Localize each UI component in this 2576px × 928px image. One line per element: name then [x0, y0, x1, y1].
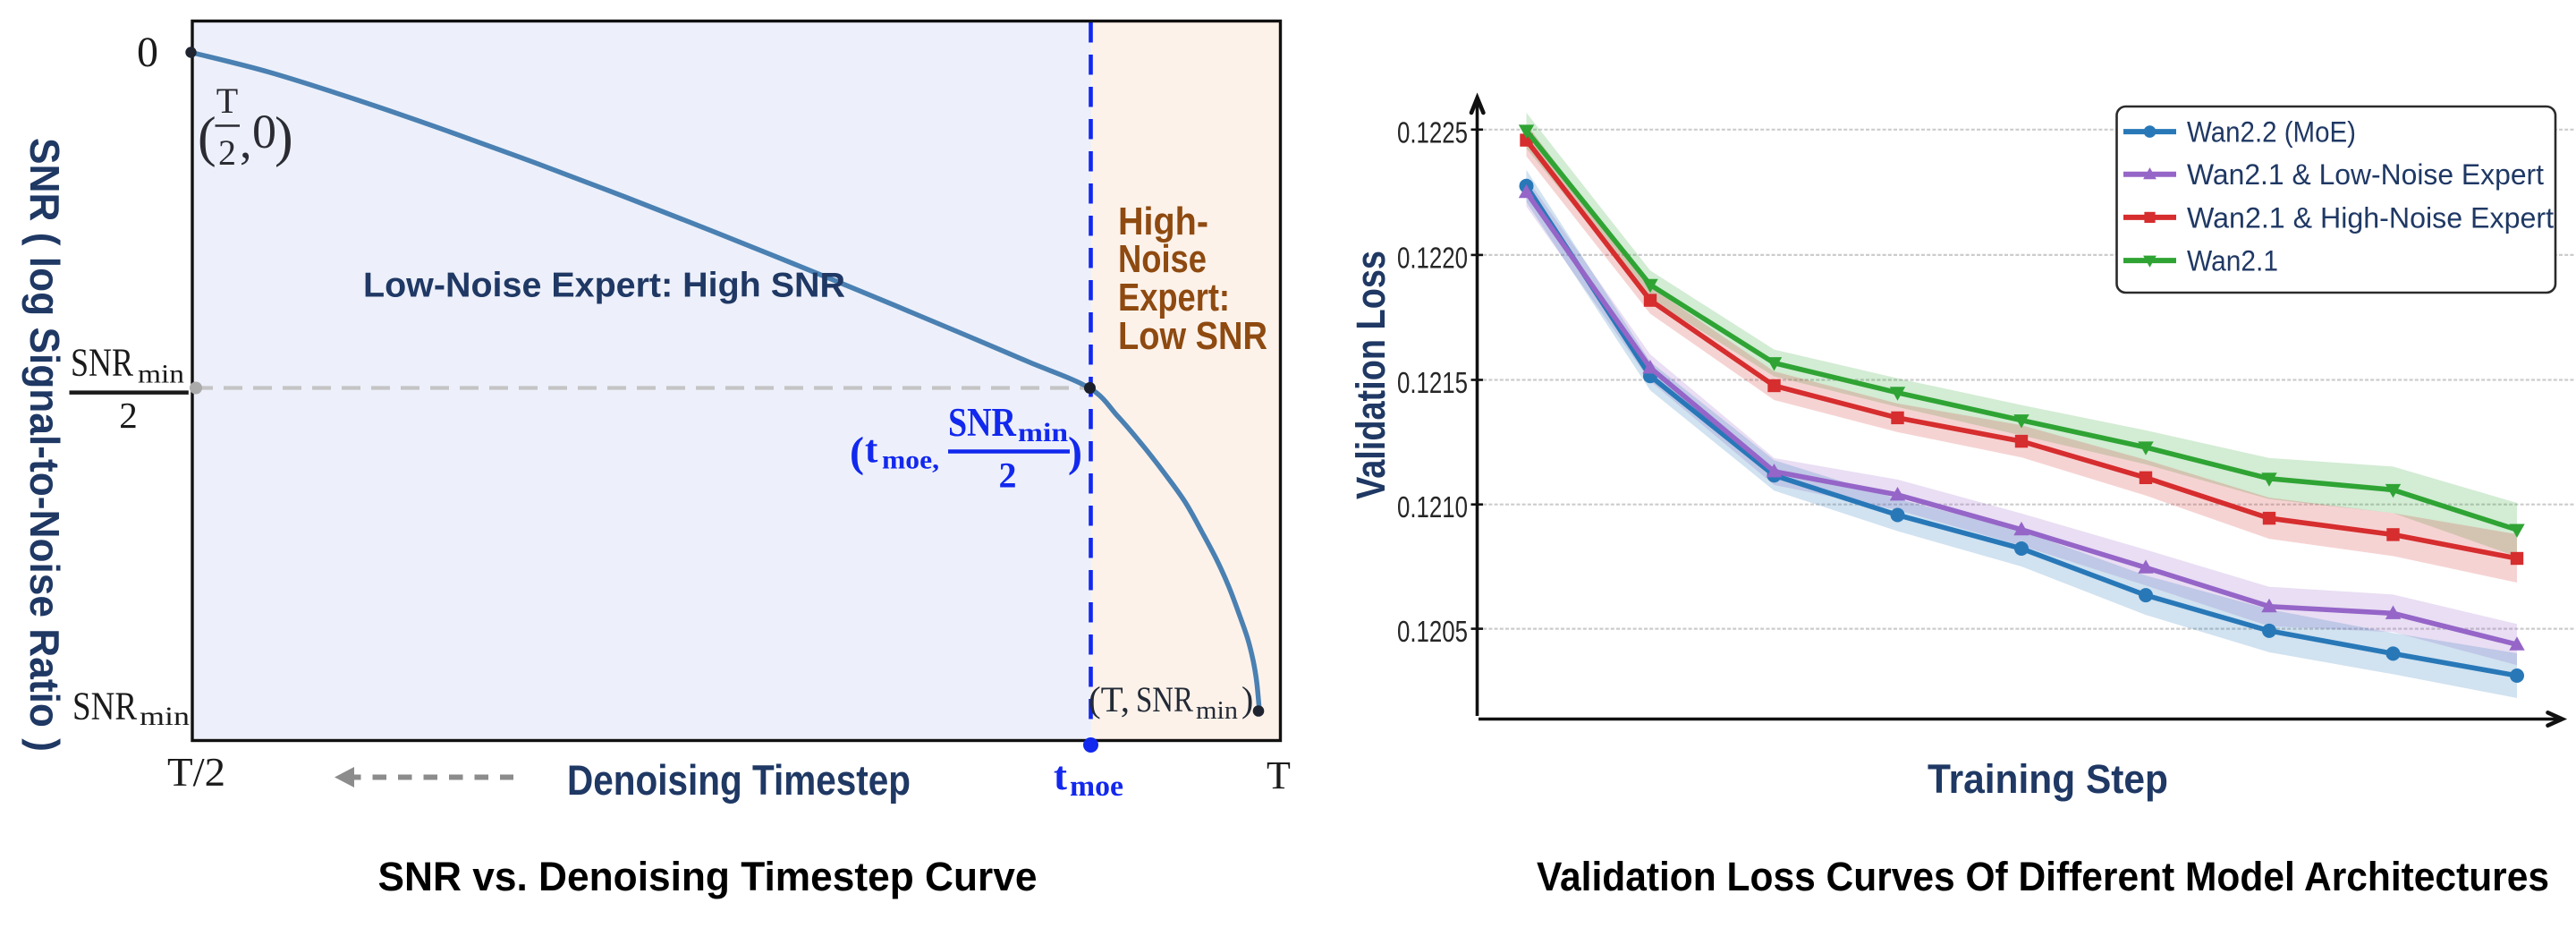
- svg-text:Wan2.2 (MoE): Wan2.2 (MoE): [2187, 116, 2356, 149]
- svg-text:2: 2: [119, 395, 138, 436]
- svg-text:Denoising Timestep: Denoising Timestep: [567, 756, 911, 804]
- svg-text:SNR: SNR: [71, 341, 134, 385]
- svg-text:0.1205: 0.1205: [1397, 615, 1468, 648]
- svg-text:SNR ( log Signal-to-Noise Rati: SNR ( log Signal-to-Noise Ratio ): [21, 138, 68, 752]
- svg-text:0.1215: 0.1215: [1397, 366, 1468, 399]
- svg-text:T: T: [1267, 753, 1291, 797]
- svg-text:min: min: [138, 360, 184, 389]
- svg-text:SNR: SNR: [1136, 679, 1193, 719]
- svg-text:0.1210: 0.1210: [1397, 490, 1468, 524]
- svg-text:min: min: [1196, 697, 1238, 725]
- svg-text:SNR: SNR: [948, 400, 1016, 445]
- svg-text:High-: High-: [1118, 200, 1208, 243]
- svg-text:): ): [275, 107, 293, 168]
- svg-text:min: min: [140, 702, 190, 731]
- svg-text:Low SNR: Low SNR: [1118, 314, 1267, 358]
- svg-text:SNR vs. Denoising Timestep Cur: SNR vs. Denoising Timestep Curve: [378, 854, 1038, 899]
- svg-text:0: 0: [137, 29, 158, 76]
- svg-text:moe,: moe,: [882, 446, 939, 475]
- svg-text:(: (: [850, 429, 864, 476]
- svg-text:min: min: [1018, 418, 1068, 447]
- svg-text:2: 2: [999, 455, 1017, 496]
- svg-text:Expert:: Expert:: [1118, 276, 1230, 319]
- svg-text:Wan2.1: Wan2.1: [2187, 245, 2278, 277]
- svg-text:Wan2.1 & High-Noise Expert: Wan2.1 & High-Noise Expert: [2187, 201, 2554, 234]
- svg-text:Wan2.1 & Low-Noise Expert: Wan2.1 & Low-Noise Expert: [2187, 158, 2544, 191]
- svg-text:moe: moe: [1070, 770, 1123, 803]
- svg-text:Validation Loss: Validation Loss: [1348, 251, 1394, 499]
- svg-text:2: 2: [218, 132, 236, 173]
- svg-text:0.1220: 0.1220: [1397, 241, 1468, 274]
- svg-text:Training Step: Training Step: [1928, 756, 2168, 802]
- svg-text:t: t: [865, 430, 878, 472]
- svg-text:,: ,: [240, 115, 252, 168]
- svg-text:Validation Loss Curves Of Diff: Validation Loss Curves Of Different Mode…: [1537, 854, 2549, 899]
- svg-text:(T,: (T,: [1089, 679, 1130, 719]
- svg-text:Low-Noise Expert: High SNR: Low-Noise Expert: High SNR: [363, 267, 845, 305]
- svg-text:T/2: T/2: [167, 750, 225, 795]
- svg-text:SNR: SNR: [72, 685, 138, 728]
- svg-text:T: T: [216, 81, 238, 121]
- svg-text:0.1225: 0.1225: [1397, 115, 1468, 149]
- svg-text:): ): [1068, 429, 1082, 476]
- svg-text:t: t: [1054, 753, 1067, 798]
- svg-text:): ): [1241, 679, 1253, 719]
- svg-text:(: (: [198, 107, 216, 168]
- svg-text:Noise: Noise: [1118, 237, 1207, 281]
- svg-text:0: 0: [252, 105, 276, 158]
